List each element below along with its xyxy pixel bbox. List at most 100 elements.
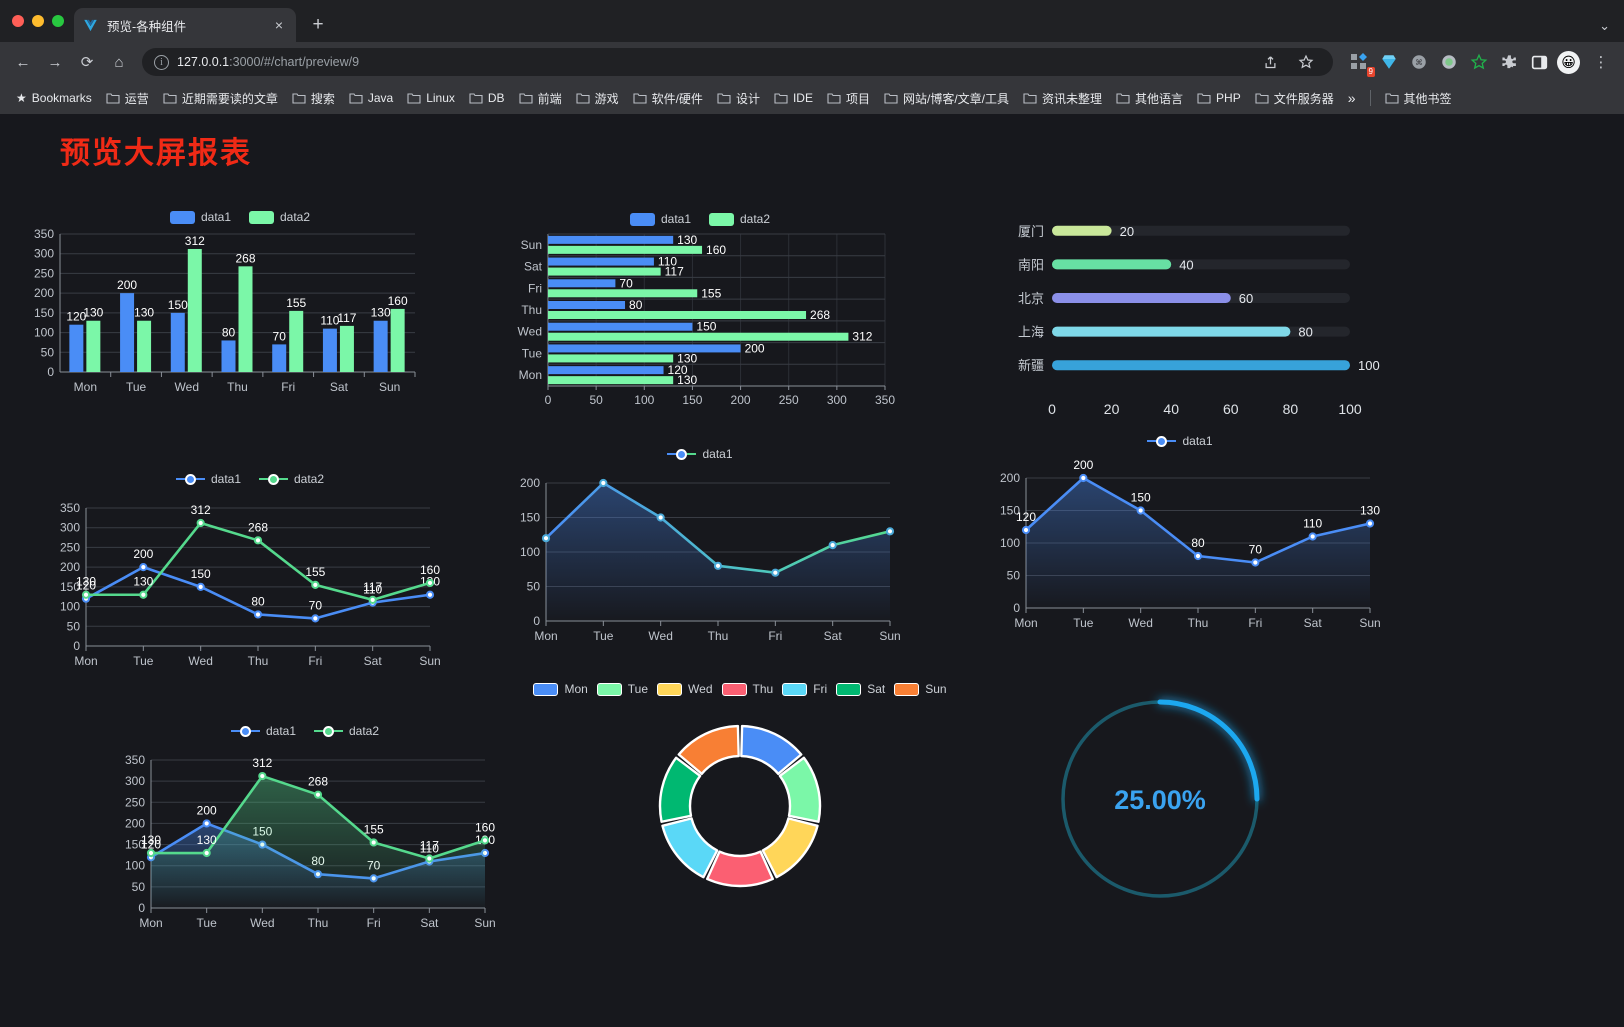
legend-item-data2[interactable]: data2	[259, 472, 324, 486]
folder-icon	[163, 92, 177, 104]
progress-bar-plot: 厦门 20 南阳 40 北京 60 上海 80 新疆 100 0 20 40 60 80 100	[1018, 224, 1380, 417]
minimize-window-button[interactable]	[32, 15, 44, 27]
reload-icon[interactable]: ⟳	[80, 54, 94, 71]
folder-icon	[519, 92, 533, 104]
legend-swatch-icon	[596, 682, 622, 696]
folder-icon	[774, 92, 788, 104]
legend-item-data1[interactable]: data1	[169, 210, 231, 224]
legend-item-wed[interactable]: Wed	[657, 682, 713, 696]
svg-text:Thu: Thu	[227, 380, 248, 394]
legend-item-mon[interactable]: Mon	[533, 682, 588, 696]
star-outline-green-icon[interactable]	[1467, 50, 1491, 74]
legend-item-data1[interactable]: data1	[175, 472, 241, 486]
bookmark-folder-fileserver[interactable]: 文件服务器	[1249, 87, 1340, 110]
bookmark-folder-design[interactable]: 设计	[711, 87, 766, 110]
bookmarks-overflow-button[interactable]: »	[1347, 90, 1356, 106]
svg-text:Fri: Fri	[1248, 616, 1262, 630]
legend-item-tue[interactable]: Tue	[596, 682, 648, 696]
diamond-icon[interactable]	[1377, 50, 1401, 74]
bookmark-item-bookmarks[interactable]: ★ Bookmarks	[10, 88, 98, 108]
bookmark-label: 其他书签	[1403, 91, 1452, 106]
svg-text:200: 200	[745, 341, 765, 355]
bookmark-label: Bookmarks	[31, 91, 92, 105]
bookmark-folder-java[interactable]: Java	[343, 88, 399, 108]
bookmark-folder-other[interactable]: 其他书签	[1379, 87, 1458, 110]
svg-text:Wed: Wed	[648, 629, 672, 643]
bookmark-folder-projects[interactable]: 项目	[821, 87, 876, 110]
sidepanel-icon[interactable]	[1527, 50, 1551, 74]
bookmark-folder-yunying[interactable]: 运营	[100, 87, 155, 110]
close-icon[interactable]: ×	[274, 17, 284, 33]
chevron-down-icon[interactable]: ⌄	[1599, 18, 1610, 33]
extensions-grid-icon[interactable]: 9	[1347, 50, 1375, 77]
legend-label: Fri	[813, 682, 828, 696]
bookmark-folder-games[interactable]: 游戏	[570, 87, 625, 110]
svg-text:117: 117	[363, 580, 382, 594]
share-icon[interactable]	[1255, 47, 1285, 77]
address-bar[interactable]: i 127.0.0.1:3000/#/chart/preview/9	[142, 48, 1333, 76]
bookmark-folder-php[interactable]: PHP	[1191, 88, 1247, 108]
browser-menu-icon[interactable]: ⋮	[1593, 54, 1609, 71]
site-info-icon[interactable]: i	[154, 54, 169, 70]
legend-item-data1[interactable]: data1	[629, 212, 691, 226]
svg-text:250: 250	[60, 540, 80, 554]
bookmark-label: Linux	[426, 91, 455, 105]
star-icon[interactable]	[1291, 47, 1321, 77]
folder-icon	[1116, 92, 1130, 104]
svg-text:160: 160	[420, 563, 440, 577]
legend-line-icon	[1147, 435, 1177, 447]
bookmark-label: 网站/博客/文章/工具	[902, 91, 1009, 106]
svg-text:100: 100	[1358, 358, 1380, 373]
home-icon[interactable]: ⌂	[114, 53, 124, 71]
bookmark-folder-software[interactable]: 软件/硬件	[627, 87, 709, 110]
puzzle-icon[interactable]	[1497, 50, 1521, 74]
circle-green-icon[interactable]	[1437, 50, 1461, 74]
bookmark-label: 运营	[124, 91, 149, 106]
bookmarks-bar: ★ Bookmarks 运营 近期需要读的文章 搜索 Java Linux DB…	[0, 82, 1624, 114]
legend-swatch-icon	[169, 210, 195, 224]
metamask-icon[interactable]: ⌘	[1407, 50, 1431, 74]
bookmark-folder-otherlang[interactable]: 其他语言	[1110, 87, 1189, 110]
bookmark-folder-websites[interactable]: 网站/博客/文章/工具	[878, 87, 1015, 110]
svg-text:Thu: Thu	[521, 303, 542, 317]
svg-text:80: 80	[1298, 325, 1312, 340]
close-window-button[interactable]	[12, 15, 24, 27]
svg-text:Mon: Mon	[534, 629, 557, 643]
profile-avatar[interactable]: 😀	[1557, 50, 1580, 74]
bookmark-folder-search[interactable]: 搜索	[286, 87, 341, 110]
legend-item-data1[interactable]: data1	[230, 724, 296, 738]
svg-text:250: 250	[125, 795, 145, 809]
svg-text:100: 100	[1338, 401, 1362, 417]
bookmark-folder-news[interactable]: 资讯未整理	[1017, 87, 1108, 110]
legend-item-fri[interactable]: Fri	[782, 682, 827, 696]
legend-item-thu[interactable]: Thu	[721, 682, 773, 696]
new-tab-button[interactable]: +	[312, 14, 324, 35]
area-single-plot: 0 50 100 150 200 Mon Tue Wed Thu Fri Sat Sun 120 200 1…	[1000, 458, 1381, 630]
bookmark-folder-db[interactable]: DB	[463, 88, 511, 108]
svg-text:Wed: Wed	[188, 654, 212, 668]
bookmark-folder-ide[interactable]: IDE	[768, 88, 819, 108]
svg-text:155: 155	[364, 822, 384, 836]
svg-text:130: 130	[371, 306, 391, 320]
legend-item-sat[interactable]: Sat	[836, 682, 885, 696]
forward-icon[interactable]: →	[47, 53, 63, 71]
legend-item-sun[interactable]: Sun	[894, 682, 947, 696]
legend-item-data1[interactable]: data1	[667, 447, 733, 461]
bookmark-folder-articles[interactable]: 近期需要读的文章	[157, 87, 284, 110]
bookmark-folder-frontend[interactable]: 前端	[513, 87, 568, 110]
legend-item-data2[interactable]: data2	[314, 724, 379, 738]
browser-tab[interactable]: 预览-各种组件 ×	[74, 8, 296, 42]
legend-item-data2[interactable]: data2	[709, 212, 770, 226]
maximize-window-button[interactable]	[52, 15, 64, 27]
legend-item-data2[interactable]: data2	[249, 210, 310, 224]
window-controls[interactable]	[8, 0, 74, 42]
bookmark-folder-linux[interactable]: Linux	[401, 88, 461, 108]
bookmark-label: 游戏	[594, 91, 619, 106]
bookmark-label: IDE	[792, 91, 813, 105]
bookmark-label: PHP	[1216, 91, 1241, 105]
legend-item-data1[interactable]: data1	[1147, 434, 1213, 448]
svg-text:80: 80	[1191, 536, 1205, 550]
back-icon[interactable]: ←	[15, 53, 31, 71]
svg-text:Fri: Fri	[768, 629, 782, 643]
